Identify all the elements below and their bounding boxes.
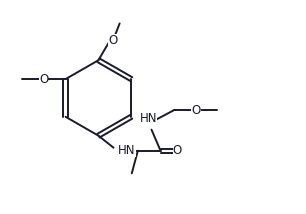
Text: O: O bbox=[173, 144, 182, 157]
Text: HN: HN bbox=[140, 112, 157, 125]
Text: HN: HN bbox=[118, 144, 136, 157]
Text: O: O bbox=[108, 34, 118, 47]
Text: O: O bbox=[39, 73, 48, 86]
Text: O: O bbox=[192, 104, 201, 116]
